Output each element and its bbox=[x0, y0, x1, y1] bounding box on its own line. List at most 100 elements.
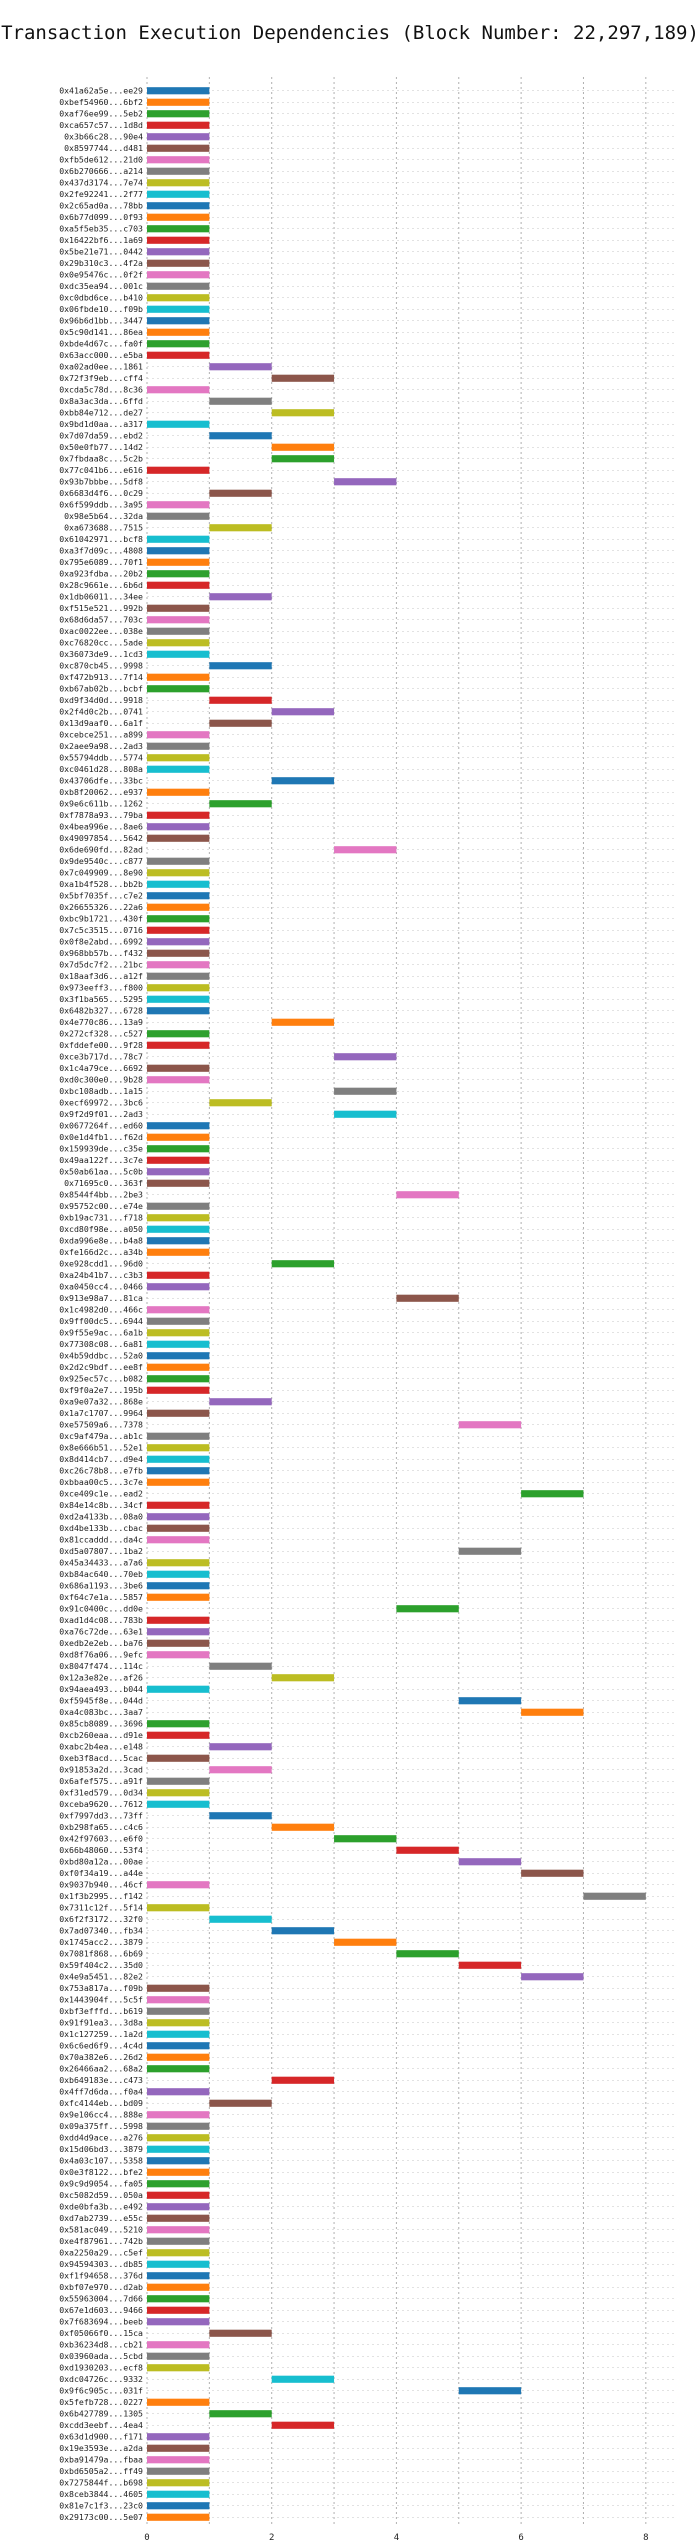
y-tick-label: 0x4e9a5451...82e2 bbox=[59, 1972, 143, 1982]
y-tick-label: 0x7d5dc7f2...21bc bbox=[59, 960, 143, 970]
y-tick-label: 0x45a34433...a7a6 bbox=[59, 1558, 143, 1568]
task-bar bbox=[147, 1582, 210, 1590]
y-tick-label: 0x03960ada...5cbd bbox=[59, 2351, 143, 2361]
y-tick-label: 0xe928cdd1...96d0 bbox=[59, 1259, 143, 1269]
y-tick-label: 0xa1b4f528...bb2b bbox=[59, 879, 143, 889]
y-tick-label: 0xc0461d28...808a bbox=[59, 764, 143, 774]
y-tick-label: 0x6c6ed6f9...4c4d bbox=[59, 2041, 143, 2051]
y-tick-label: 0x9f2d9f01...2ad3 bbox=[59, 1109, 143, 1119]
y-tick-label: 0x28c9661e...6b6d bbox=[59, 580, 143, 590]
y-tick-label: 0x1443904f...5c5f bbox=[59, 1995, 143, 2005]
task-bar bbox=[147, 351, 210, 359]
task-bar bbox=[147, 2134, 210, 2142]
task-bar bbox=[147, 742, 210, 750]
y-tick-label: 0xecf69972...3bc6 bbox=[59, 1098, 143, 1108]
y-tick-label: 0x09a375ff...5998 bbox=[59, 2121, 143, 2131]
y-tick-label: 0x0f8e2abd...6992 bbox=[59, 937, 143, 947]
y-tick-label: 0x6b427789...1305 bbox=[59, 2409, 143, 2419]
y-tick-label: 0x4ff7d6da...f0a4 bbox=[59, 2087, 143, 2097]
y-tick-label: 0xba91479a...fbaa bbox=[59, 2455, 143, 2465]
task-bar bbox=[458, 1697, 522, 1705]
task-bar bbox=[147, 869, 210, 877]
y-tick-label: 0x6b77d099...0f93 bbox=[59, 212, 143, 222]
y-tick-label: 0x9ff00dc5...6944 bbox=[59, 1316, 143, 1326]
y-tick-label: 0x19e3593e...a2da bbox=[59, 2443, 143, 2453]
task-bar bbox=[147, 294, 210, 302]
y-tick-label: 0xcd80f98e...a050 bbox=[59, 1224, 143, 1234]
task-bar bbox=[334, 1110, 397, 1118]
y-tick-label: 0xac0022ee...038e bbox=[59, 626, 143, 636]
y-tick-label: 0x7c049909...8e90 bbox=[59, 868, 143, 878]
y-tick-label: 0x6f599ddb...3a95 bbox=[59, 500, 143, 510]
task-bar bbox=[209, 800, 272, 808]
y-tick-label: 0xf64c7e1a...5857 bbox=[59, 1592, 143, 1602]
y-tick-label: 0xc5082d59...050a bbox=[59, 2190, 143, 2200]
y-tick-label: 0x7d07da59...ebd2 bbox=[59, 431, 143, 441]
y-tick-label: 0x8ceb3844...4605 bbox=[59, 2489, 143, 2499]
y-tick-label: 0xcb260eaa...d91e bbox=[59, 1730, 143, 1740]
task-bar bbox=[147, 2088, 210, 2096]
y-tick-label: 0xf9f0a2e7...195b bbox=[59, 1385, 143, 1395]
task-bar bbox=[147, 1639, 210, 1647]
task-bar bbox=[147, 1409, 210, 1417]
task-bar bbox=[147, 1651, 210, 1659]
task-bar bbox=[147, 121, 210, 129]
task-bar bbox=[147, 754, 210, 762]
task-bar bbox=[147, 1536, 210, 1544]
task-bar bbox=[334, 846, 397, 854]
y-tick-label: 0x49097854...5642 bbox=[59, 833, 143, 843]
y-tick-label: 0x686a1193...3be6 bbox=[59, 1581, 143, 1591]
bar-layer bbox=[147, 87, 646, 2521]
task-bar bbox=[147, 386, 210, 394]
task-bar bbox=[147, 190, 210, 198]
task-bar bbox=[209, 1743, 272, 1751]
task-bar bbox=[334, 1835, 397, 1843]
y-tick-label: 0x93b7bbbe...5df8 bbox=[59, 477, 143, 487]
y-tick-label: 0x1c4a79ce...6692 bbox=[59, 1063, 143, 1073]
task-bar bbox=[147, 2191, 210, 2199]
y-tick-label: 0xceba9620...7612 bbox=[59, 1799, 143, 1809]
task-bar bbox=[271, 2076, 335, 2084]
task-bar bbox=[147, 1214, 210, 1222]
task-bar bbox=[147, 98, 210, 106]
y-tick-label: 0x2aee9a98...2ad3 bbox=[59, 741, 143, 751]
x-tick-label: 8 bbox=[643, 2533, 648, 2543]
x-tick-label: 4 bbox=[394, 2533, 399, 2543]
y-tick-label: 0x9037b940...46cf bbox=[59, 1880, 143, 1890]
task-bar bbox=[147, 2513, 210, 2521]
y-tick-label: 0xc76820cc...5ade bbox=[59, 638, 143, 648]
task-bar bbox=[147, 2341, 210, 2349]
task-bar bbox=[147, 87, 210, 95]
task-bar bbox=[147, 2065, 210, 2073]
task-bar bbox=[271, 409, 335, 417]
task-bar bbox=[271, 443, 335, 451]
y-tick-label: 0x9e6c611b...1262 bbox=[59, 799, 143, 809]
y-tick-label: 0x36073de9...1cd3 bbox=[59, 649, 143, 659]
task-bar bbox=[147, 1685, 210, 1693]
y-tick-label: 0x4b59ddbc...52a0 bbox=[59, 1351, 143, 1361]
y-tick-label: 0xbbaa00c5...3c7e bbox=[59, 1477, 143, 1487]
task-bar bbox=[147, 604, 210, 612]
task-bar bbox=[147, 2030, 210, 2038]
y-tick-label: 0xb19ac731...f718 bbox=[59, 1213, 143, 1223]
task-bar bbox=[209, 593, 272, 601]
y-tick-label: 0xe4f87961...742b bbox=[59, 2236, 143, 2246]
grid-layer bbox=[146, 77, 677, 2527]
y-tick-label: 0xdc35ea94...001c bbox=[59, 281, 143, 291]
task-bar bbox=[147, 2053, 210, 2061]
y-tick-label: 0x41a62a5e...ee29 bbox=[59, 86, 143, 96]
y-tick-label: 0x49aa122f...3c7e bbox=[59, 1155, 143, 1165]
task-bar bbox=[147, 1225, 210, 1233]
task-bar bbox=[147, 1444, 210, 1452]
y-tick-label: 0x0e1d4fb1...f62d bbox=[59, 1132, 143, 1142]
task-bar bbox=[209, 1662, 272, 1670]
task-bar bbox=[209, 719, 272, 727]
task-bar bbox=[147, 1455, 210, 1463]
task-bar bbox=[147, 1064, 210, 1072]
task-bar bbox=[271, 374, 335, 382]
task-bar bbox=[147, 259, 210, 267]
task-bar bbox=[209, 1398, 272, 1406]
y-tick-label: 0x7f683694...beeb bbox=[59, 2317, 143, 2327]
task-bar bbox=[147, 1881, 210, 1889]
task-bar bbox=[147, 1340, 210, 1348]
